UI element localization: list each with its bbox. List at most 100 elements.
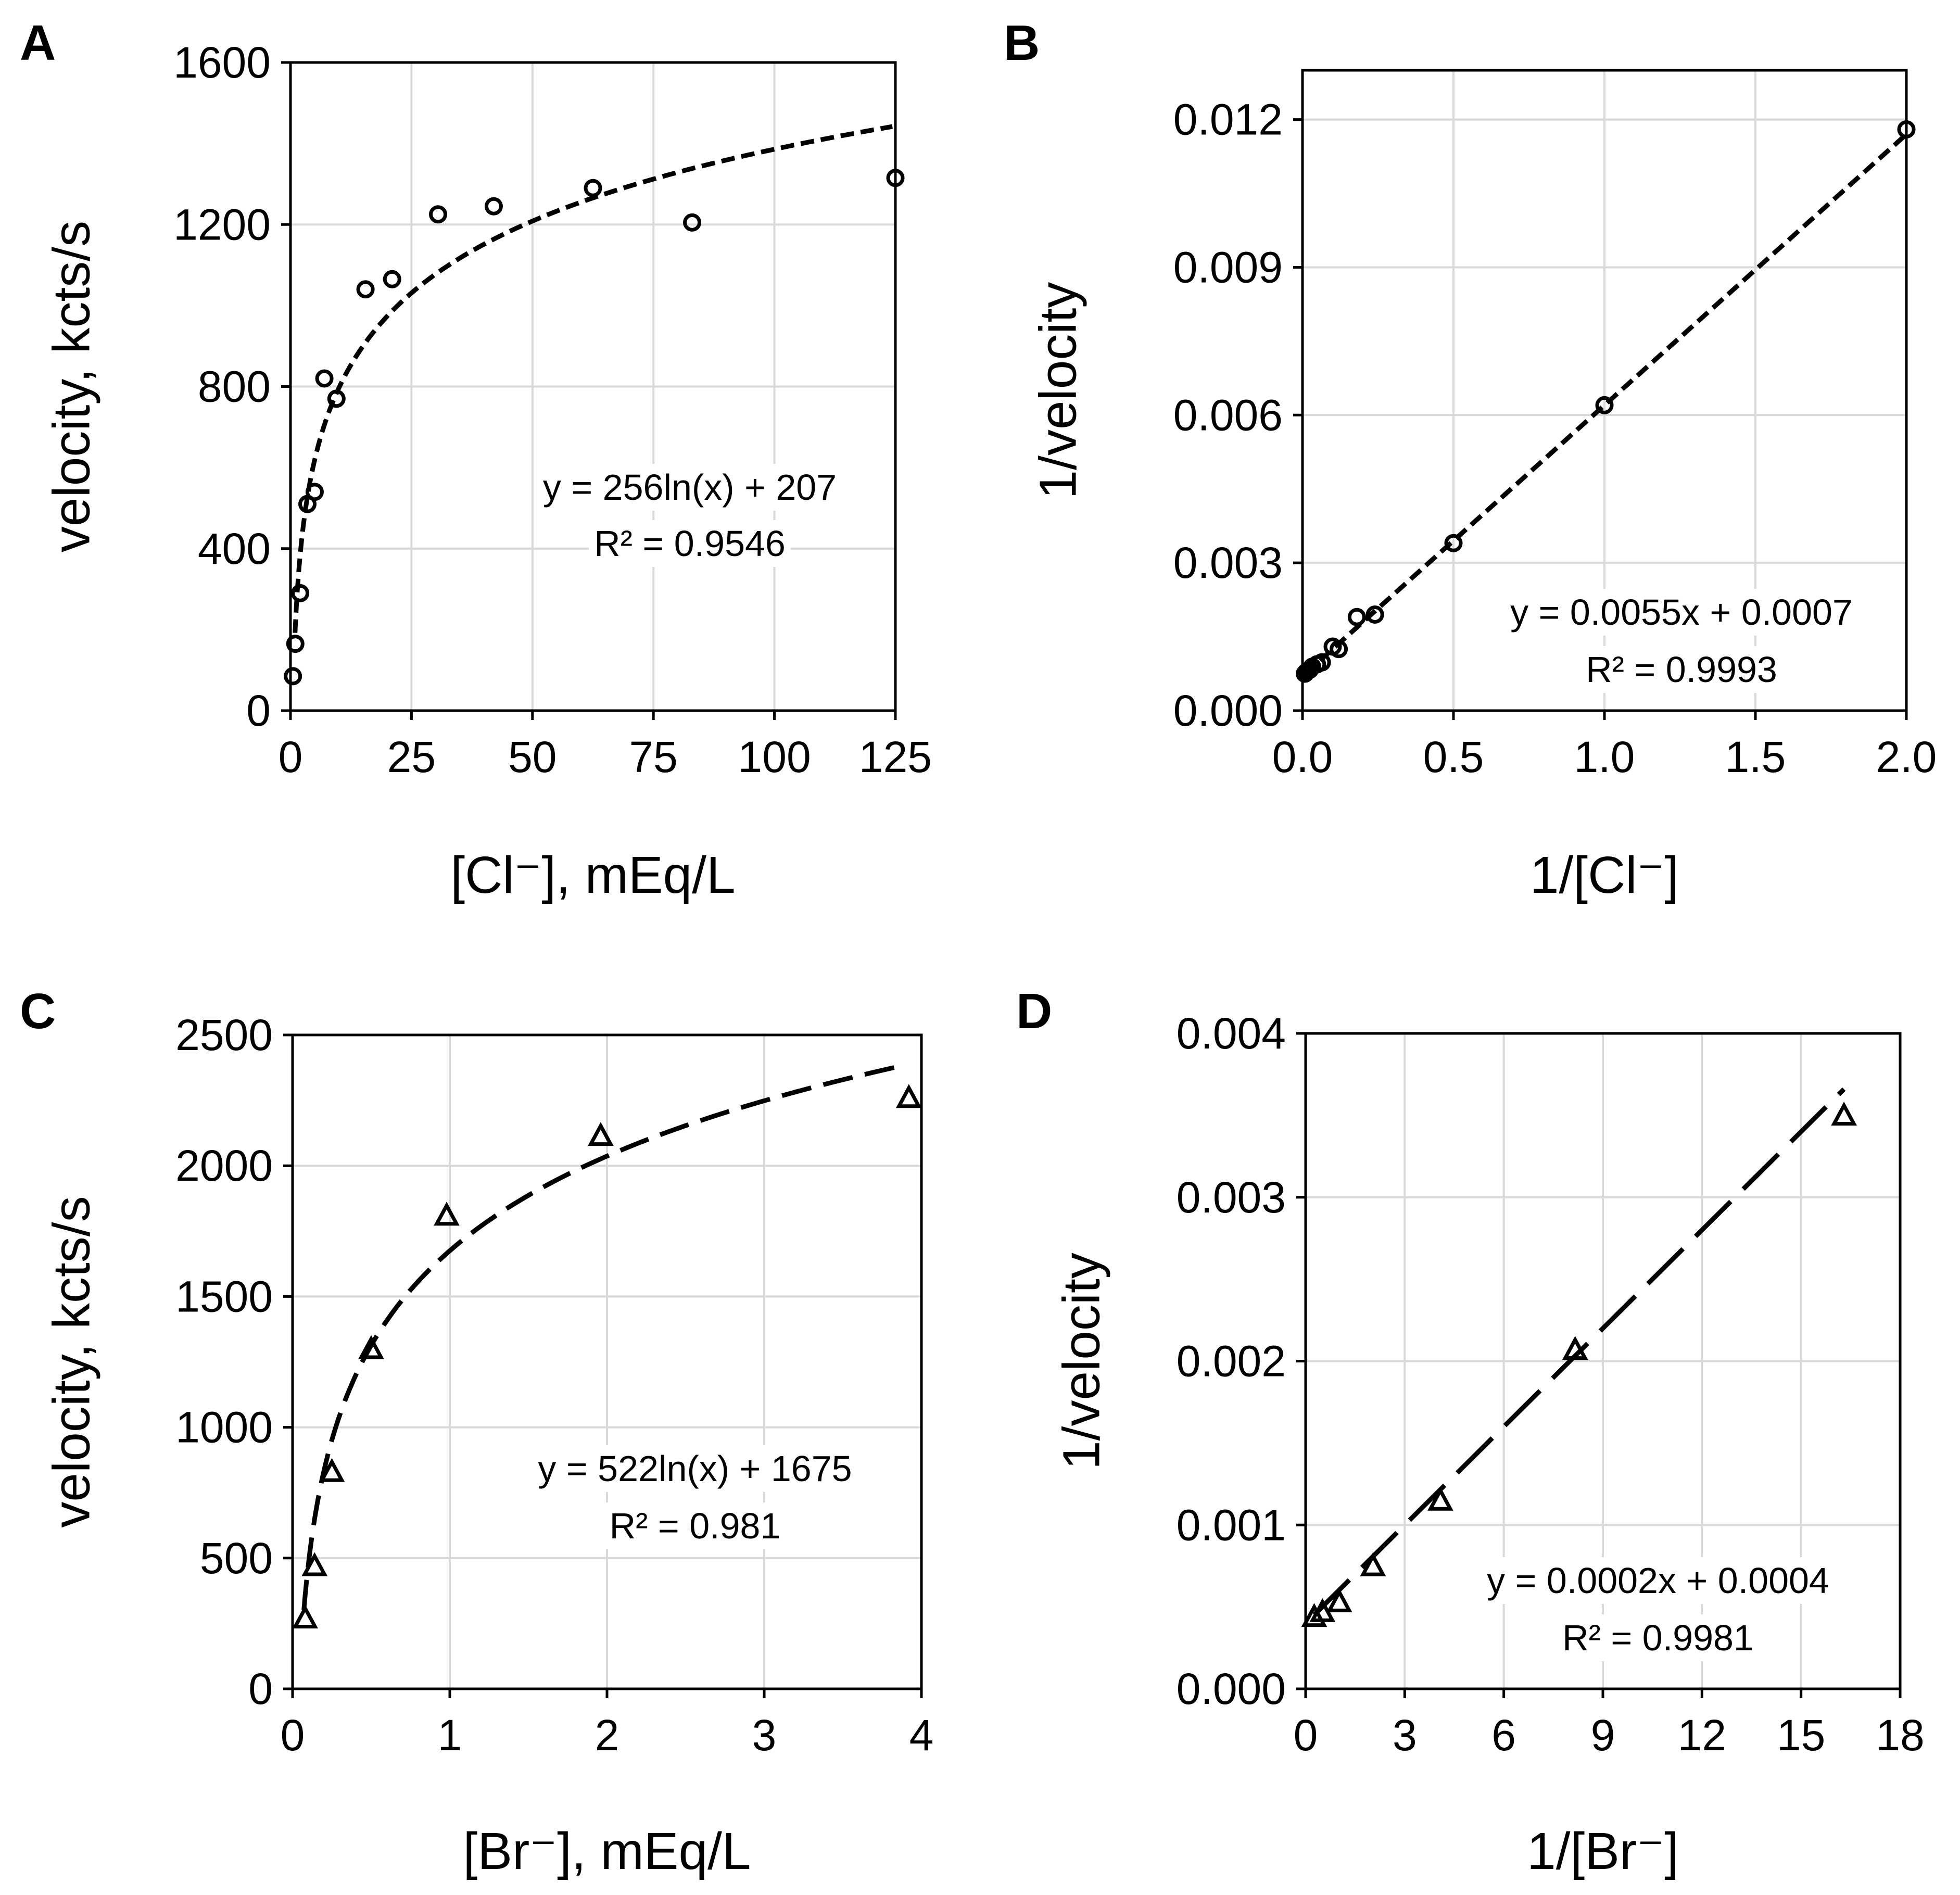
trend-equation: y = 0.0002x + 0.0004 bbox=[1487, 1560, 1829, 1601]
label-background bbox=[1557, 1614, 1759, 1661]
data-point bbox=[1326, 1588, 1352, 1612]
data-point bbox=[305, 483, 324, 501]
data-point bbox=[886, 169, 905, 187]
panel-label: B bbox=[1004, 15, 1040, 71]
x-axis-title: [Br⁻], mEq/L bbox=[463, 1822, 751, 1880]
data-point bbox=[1347, 608, 1366, 626]
label-background bbox=[1505, 589, 1858, 636]
data-point bbox=[291, 584, 310, 602]
data-point bbox=[1330, 640, 1348, 659]
y-tick-label: 0.006 bbox=[1173, 390, 1283, 439]
x-tick-label: 100 bbox=[738, 732, 811, 781]
y-tick-label: 2500 bbox=[175, 1010, 273, 1059]
x-tick-label: 3 bbox=[752, 1711, 777, 1760]
data-point bbox=[584, 179, 602, 197]
x-tick-label: 75 bbox=[629, 732, 677, 781]
data-point bbox=[1427, 1486, 1453, 1511]
x-tick-label: 1 bbox=[438, 1711, 462, 1760]
panel-c: C 0 1 2 3 4 0 500 1000 1500 2000 2500 [Br⁻], mEq/L ve… bbox=[20, 983, 933, 1880]
r-squared: R² = 0.9546 bbox=[594, 523, 786, 564]
label-background bbox=[533, 1445, 857, 1492]
x-tick-label: 25 bbox=[387, 732, 436, 781]
trendline bbox=[1303, 132, 1908, 676]
panel-label: D bbox=[1016, 983, 1052, 1039]
data-point bbox=[286, 635, 305, 653]
data-point bbox=[1595, 396, 1614, 414]
trend-equation: y = 256ln(x) + 207 bbox=[543, 467, 837, 508]
y-tick-label: 0.004 bbox=[1177, 1009, 1286, 1058]
x-tick-label: 0 bbox=[281, 1711, 305, 1760]
y-tick-label: 500 bbox=[200, 1534, 273, 1583]
y-axis-title: 1/velocity bbox=[1052, 1253, 1110, 1470]
panel-label: C bbox=[20, 983, 56, 1039]
x-tick-label: 18 bbox=[1876, 1711, 1924, 1760]
x-axis-title: 1/[Cl⁻] bbox=[1530, 846, 1679, 904]
y-tick-label: 1500 bbox=[175, 1272, 273, 1321]
x-tick-label: 1.5 bbox=[1725, 732, 1786, 781]
x-tick-label: 2.0 bbox=[1876, 732, 1937, 781]
label-background bbox=[604, 1502, 786, 1549]
y-tick-label: 0.000 bbox=[1173, 686, 1283, 735]
x-tick-label: 0.5 bbox=[1423, 732, 1484, 781]
y-axis-title: 1/velocity bbox=[1029, 282, 1087, 499]
x-tick-label: 15 bbox=[1777, 1711, 1825, 1760]
data-point bbox=[1360, 1552, 1386, 1576]
y-tick-label: 400 bbox=[198, 524, 271, 573]
r-squared: R² = 0.9993 bbox=[1586, 649, 1777, 690]
data-point bbox=[1312, 653, 1331, 672]
panel-a: A 0 25 50 75 100 125 0 400 800 1200 1600 [Cl⁻], mEq/… bbox=[20, 15, 932, 904]
data-point bbox=[895, 1084, 922, 1108]
y-tick-label: 0.002 bbox=[1177, 1337, 1286, 1386]
trendline bbox=[293, 124, 893, 633]
y-axis-title: velocity, kcts/s bbox=[42, 221, 100, 552]
panel-label: A bbox=[20, 15, 56, 71]
x-tick-label: 125 bbox=[859, 732, 932, 781]
data-point bbox=[301, 1552, 328, 1576]
y-tick-label: 0.001 bbox=[1177, 1500, 1286, 1549]
data-point bbox=[356, 280, 375, 299]
x-tick-label: 0 bbox=[1294, 1711, 1318, 1760]
y-tick-label: 2000 bbox=[175, 1141, 273, 1190]
data-point bbox=[1444, 534, 1463, 552]
label-background bbox=[1580, 646, 1782, 693]
r-squared: R² = 0.9981 bbox=[1562, 1618, 1754, 1658]
data-point bbox=[683, 213, 702, 232]
data-point bbox=[327, 389, 346, 408]
data-point bbox=[1562, 1336, 1588, 1360]
x-tick-label: 0.0 bbox=[1272, 732, 1333, 781]
x-tick-label: 9 bbox=[1591, 1711, 1615, 1760]
r-squared: R² = 0.981 bbox=[610, 1506, 781, 1546]
data-point bbox=[1365, 605, 1384, 624]
x-tick-label: 12 bbox=[1678, 1711, 1726, 1760]
data-point bbox=[434, 1202, 460, 1226]
y-tick-label: 1600 bbox=[173, 38, 271, 87]
x-tick-label: 6 bbox=[1491, 1711, 1516, 1760]
data-point bbox=[315, 369, 334, 388]
y-tick-label: 0.009 bbox=[1173, 243, 1283, 292]
y-tick-label: 1200 bbox=[173, 200, 271, 249]
label-background bbox=[589, 520, 791, 567]
data-point bbox=[588, 1122, 614, 1146]
y-tick-label: 800 bbox=[198, 362, 271, 411]
data-point bbox=[484, 197, 503, 216]
data-point bbox=[358, 1335, 384, 1359]
data-point bbox=[284, 667, 302, 686]
trend-equation: y = 0.0055x + 0.0007 bbox=[1510, 592, 1853, 633]
x-tick-label: 1.0 bbox=[1574, 732, 1635, 781]
panel-d: D 0 3 6 9 12 15 18 0.000 0.001 0.002 0.003 0.004 1/[B… bbox=[1016, 983, 1925, 1880]
x-tick-label: 4 bbox=[909, 1711, 934, 1760]
y-tick-label: 1000 bbox=[175, 1403, 273, 1452]
trend-equation: y = 522ln(x) + 1675 bbox=[538, 1448, 852, 1489]
data-point bbox=[1897, 120, 1916, 139]
data-point bbox=[1301, 1603, 1327, 1627]
data-point bbox=[292, 1604, 319, 1629]
panel-b: B 0.0 0.5 1.0 1.5 2.0 0.000 0.003 0.006 0.009 0.01… bbox=[1004, 15, 1937, 904]
y-tick-label: 0.003 bbox=[1177, 1173, 1286, 1222]
x-tick-label: 2 bbox=[595, 1711, 619, 1760]
x-tick-label: 0 bbox=[279, 732, 303, 781]
data-point bbox=[383, 270, 401, 288]
y-tick-label: 0 bbox=[248, 1664, 273, 1713]
y-tick-label: 0 bbox=[246, 686, 271, 735]
x-axis-title: [Cl⁻], mEq/L bbox=[450, 846, 735, 904]
